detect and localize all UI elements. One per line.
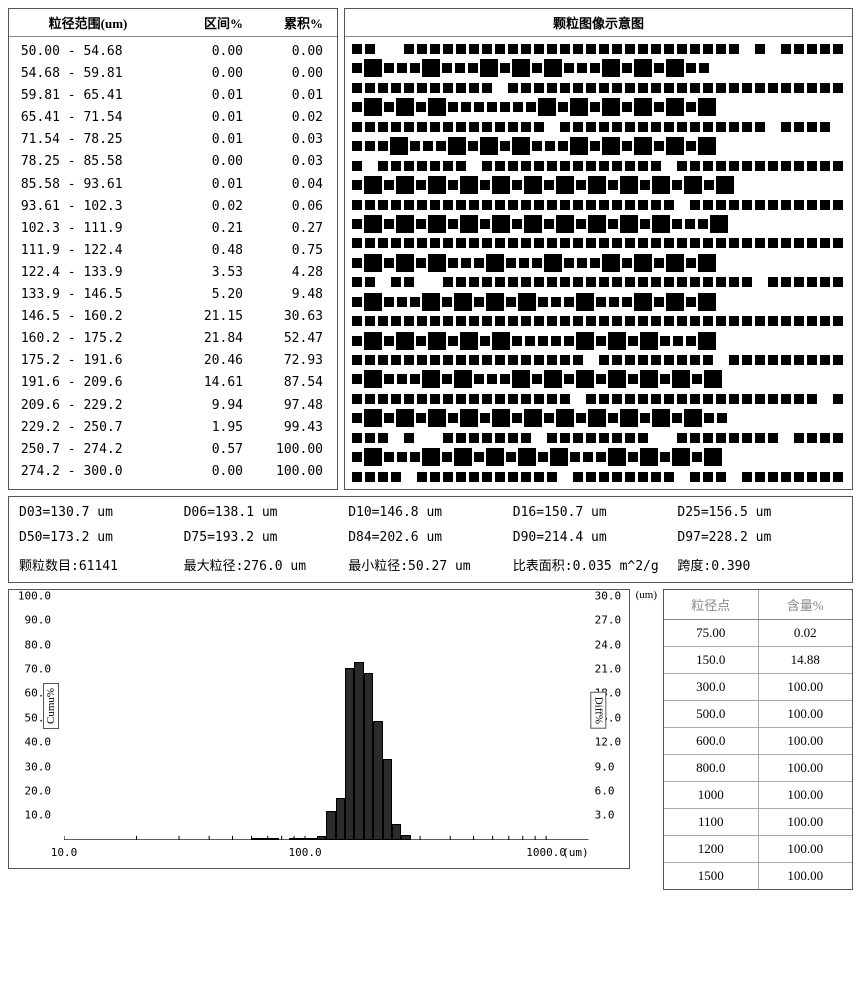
table-row: 50.00 - 54.680.000.00 (13, 41, 333, 63)
bar (373, 721, 382, 840)
bar (317, 836, 326, 840)
particle-row (351, 293, 846, 311)
particle-row (351, 237, 846, 249)
bar (383, 759, 392, 840)
table-row: 800.0100.00 (664, 755, 852, 782)
particle-row (351, 59, 846, 77)
y-right-label: Diff% (591, 692, 607, 729)
stats-row: 颗粒数目:61141最大粒径:276.0 um最小粒径:50.27 um比表面积… (19, 555, 842, 574)
bar (251, 838, 260, 840)
table-row: 1100100.00 (664, 809, 852, 836)
table-row: 600.0100.00 (664, 728, 852, 755)
table-row: 209.6 - 229.29.9497.48 (13, 395, 333, 417)
particle-row (351, 254, 846, 272)
bar (354, 662, 363, 840)
table-row: 54.68 - 59.810.000.00 (13, 63, 333, 85)
table-row: 250.7 - 274.20.57100.00 (13, 439, 333, 461)
distribution-header: 粒径范围(um) 区间% 累积% (9, 9, 337, 37)
bar (392, 824, 401, 840)
particle-image-panel: 颗粒图像示意图 (344, 8, 853, 490)
col-range: 粒径范围(um) (13, 13, 163, 32)
table-row: 1000100.00 (664, 782, 852, 809)
particle-grid (345, 37, 852, 489)
particle-row (351, 354, 846, 366)
table-row: 111.9 - 122.40.480.75 (13, 240, 333, 262)
table-row: 122.4 - 133.93.534.28 (13, 262, 333, 284)
table-row: 175.2 - 191.620.4672.93 (13, 350, 333, 372)
table-row: 93.61 - 102.30.020.06 (13, 196, 333, 218)
table-row: 71.54 - 78.250.010.03 (13, 129, 333, 151)
particle-row (351, 432, 846, 444)
distribution-rows: 50.00 - 54.680.000.00 54.68 - 59.810.000… (9, 37, 337, 489)
particle-row (351, 43, 846, 55)
particle-row (351, 121, 846, 133)
table-row: 133.9 - 146.55.209.48 (13, 284, 333, 306)
particle-row (351, 137, 846, 155)
distribution-table: 粒径范围(um) 区间% 累积% 50.00 - 54.680.000.00 5… (8, 8, 338, 490)
table-row: 102.3 - 111.90.210.27 (13, 218, 333, 240)
particle-row (351, 276, 846, 288)
particle-image-title: 颗粒图像示意图 (345, 9, 852, 37)
particle-row (351, 160, 846, 172)
table-row: 146.5 - 160.221.1530.63 (13, 306, 333, 328)
table-row: 160.2 - 175.221.8452.47 (13, 328, 333, 350)
particle-row (351, 332, 846, 350)
stats-row: D50=173.2 umD75=193.2 umD84=202.6 umD90=… (19, 530, 842, 545)
particle-row (351, 176, 846, 194)
stats-row: D03=130.7 umD06=138.1 umD10=146.8 umD16=… (19, 505, 842, 520)
table-row: 191.6 - 209.614.6187.54 (13, 372, 333, 394)
chart-area (64, 596, 589, 840)
particle-row (351, 448, 846, 466)
table-row: 229.2 - 250.71.9599.43 (13, 417, 333, 439)
bars-layer (64, 596, 589, 840)
table-row: 85.58 - 93.610.010.04 (13, 174, 333, 196)
bar (307, 838, 316, 840)
stats-panel: D03=130.7 umD06=138.1 umD10=146.8 umD16=… (8, 496, 853, 583)
particle-row (351, 98, 846, 116)
y-left-label: Cumu% (43, 683, 59, 729)
points-header: 粒径点 含量% (664, 590, 852, 620)
col-point: 粒径点 (664, 590, 759, 619)
particle-row (351, 82, 846, 94)
table-row: 1500100.00 (664, 863, 852, 889)
table-row: 300.0100.00 (664, 674, 852, 701)
col-interval: 区间% (163, 13, 243, 32)
x-axis: 10.0100.01000.0(um) (64, 846, 589, 864)
particle-row (351, 471, 846, 483)
table-row: 1200100.00 (664, 836, 852, 863)
points-table: 粒径点 含量% 75.000.02150.014.88300.0100.0050… (663, 589, 853, 890)
bar (401, 835, 410, 840)
table-row: 150.014.88 (664, 647, 852, 674)
x-unit-label: (um) (636, 589, 657, 890)
col-cumulative: 累积% (243, 13, 323, 32)
particle-row (351, 370, 846, 388)
particle-row (351, 215, 846, 233)
table-row: 75.000.02 (664, 620, 852, 647)
bar (326, 811, 335, 840)
bar (289, 838, 298, 840)
bar (336, 798, 345, 840)
bar (364, 673, 373, 839)
table-row: 65.41 - 71.540.010.02 (13, 107, 333, 129)
table-row: 78.25 - 85.580.000.03 (13, 151, 333, 173)
particle-row (351, 199, 846, 211)
bar (270, 838, 279, 840)
bar (261, 838, 270, 840)
table-row: 274.2 - 300.00.00100.00 (13, 461, 333, 483)
particle-row (351, 393, 846, 405)
table-row: 500.0100.00 (664, 701, 852, 728)
bar (298, 838, 307, 840)
points-rows: 75.000.02150.014.88300.0100.00500.0100.0… (664, 620, 852, 889)
table-row: 59.81 - 65.410.010.01 (13, 85, 333, 107)
particle-row (351, 315, 846, 327)
particle-row (351, 409, 846, 427)
chart-panel: 100.090.080.070.060.050.040.030.020.010.… (8, 589, 630, 869)
bar (345, 668, 354, 840)
col-content: 含量% (759, 590, 853, 619)
